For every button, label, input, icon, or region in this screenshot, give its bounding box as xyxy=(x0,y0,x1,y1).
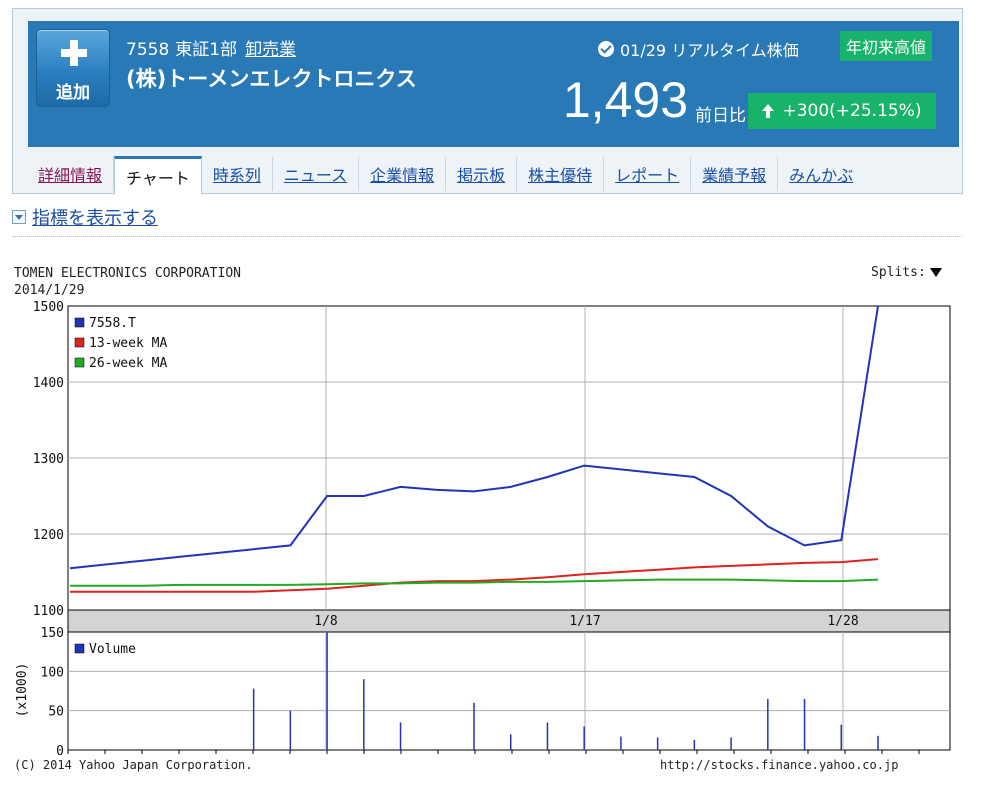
tab-board[interactable]: 掲示板 xyxy=(446,157,518,191)
tab-reports[interactable]: レポート xyxy=(604,157,692,191)
series-line-2 xyxy=(70,578,879,587)
expand-icon xyxy=(12,210,26,224)
up-arrow-icon xyxy=(762,104,775,118)
series-line-1 xyxy=(70,558,879,593)
splits-label: Splits: xyxy=(871,265,926,280)
stock-code-line: 7558 東証1部 卸売業 xyxy=(126,35,296,60)
change-label: 前日比 xyxy=(695,106,746,126)
chart-title-block: TOMEN ELECTRONICS CORPORATION 2014/1/29 xyxy=(14,265,241,299)
change-percent: (+25.15%) xyxy=(829,101,922,121)
tab-time-series[interactable]: 時系列 xyxy=(202,157,273,191)
price-tick-label: 1500 xyxy=(33,300,64,315)
company-name: (株)トーメンエレクトロニクス xyxy=(126,67,417,91)
legend-label: 7558.T xyxy=(89,316,136,331)
quote-box: 追加 7558 東証1部 卸売業 (株)トーメンエレクトロニクス 01/29 リアル… xyxy=(28,21,959,147)
show-indicators-toggle[interactable]: 指標を表示する xyxy=(12,204,158,230)
stock-header-panel: 追加 7558 東証1部 卸売業 (株)トーメンエレクトロニクス 01/29 リアル… xyxy=(12,8,963,194)
legend-swatch xyxy=(74,337,85,348)
volume-plot-frame xyxy=(67,631,951,751)
realtime-indicator: 01/29 リアルタイム株価 xyxy=(598,37,799,61)
plus-icon xyxy=(61,40,87,66)
triangle-down-icon xyxy=(929,268,942,277)
tab-news[interactable]: ニュース xyxy=(273,157,360,191)
splits-dropdown[interactable]: Splits: xyxy=(871,265,942,280)
volume-tick-label: 100 xyxy=(41,665,64,680)
x-tick-label: 1/8 xyxy=(314,614,337,629)
tab-chart[interactable]: チャート xyxy=(114,156,202,194)
chart-company: TOMEN ELECTRONICS CORPORATION xyxy=(14,266,241,281)
current-price: 1,493 xyxy=(562,72,688,128)
tab-details[interactable]: 詳細情報 xyxy=(28,157,115,191)
legend-label: 13-week MA xyxy=(89,336,167,351)
price-tick-label: 1300 xyxy=(33,452,64,467)
copyright-text: (C) 2014 Yahoo Japan Corporation. xyxy=(14,758,253,772)
add-to-portfolio-button[interactable]: 追加 xyxy=(36,29,110,107)
price-tick-label: 1400 xyxy=(33,376,64,391)
x-axis-band xyxy=(67,609,951,633)
divider xyxy=(12,236,962,237)
price-tick-label: 1200 xyxy=(33,528,64,543)
stock-tabs: 詳細情報 チャート 時系列 ニュース 企業情報 掲示板 株主優待 レポート 業績… xyxy=(28,156,864,194)
realtime-label: 01/29 リアルタイム株価 xyxy=(620,41,799,60)
stock-code: 7558 xyxy=(126,40,170,60)
chart-date: 2014/1/29 xyxy=(14,283,85,298)
check-circle-icon xyxy=(598,41,614,57)
change-badge: +300 (+25.15%) xyxy=(748,93,936,129)
legend-label: Volume xyxy=(89,642,136,657)
tab-earnings-forecast[interactable]: 業績予報 xyxy=(691,157,779,191)
x-tick-label: 1/17 xyxy=(569,614,600,629)
market-name: 東証1部 xyxy=(175,40,238,60)
volume-tick-label: 50 xyxy=(48,705,64,720)
tab-minkabu[interactable]: みんかぶ xyxy=(789,166,854,185)
x-tick-label: 1/28 xyxy=(827,614,858,629)
volume-axis-label: (x1000) xyxy=(15,663,30,718)
source-url: http://stocks.finance.yahoo.co.jp xyxy=(660,758,899,772)
add-button-label: 追加 xyxy=(56,83,90,103)
legend-swatch xyxy=(74,317,85,328)
legend-swatch xyxy=(74,357,85,368)
volume-tick-label: 0 xyxy=(56,744,64,759)
legend-swatch xyxy=(74,643,85,654)
tab-company-info[interactable]: 企業情報 xyxy=(359,157,447,191)
industry-link[interactable]: 卸売業 xyxy=(245,40,297,60)
tab-shareholder-benefits[interactable]: 株主優待 xyxy=(517,157,605,191)
show-indicators-label: 指標を表示する xyxy=(32,208,158,229)
price-tick-label: 1100 xyxy=(33,604,64,619)
legend-label: 26-week MA xyxy=(89,356,167,371)
series-line-0 xyxy=(69,305,879,570)
change-value: +300 xyxy=(782,101,830,121)
volume-tick-label: 150 xyxy=(41,626,64,641)
ytd-high-badge: 年初来高値 xyxy=(840,31,933,61)
